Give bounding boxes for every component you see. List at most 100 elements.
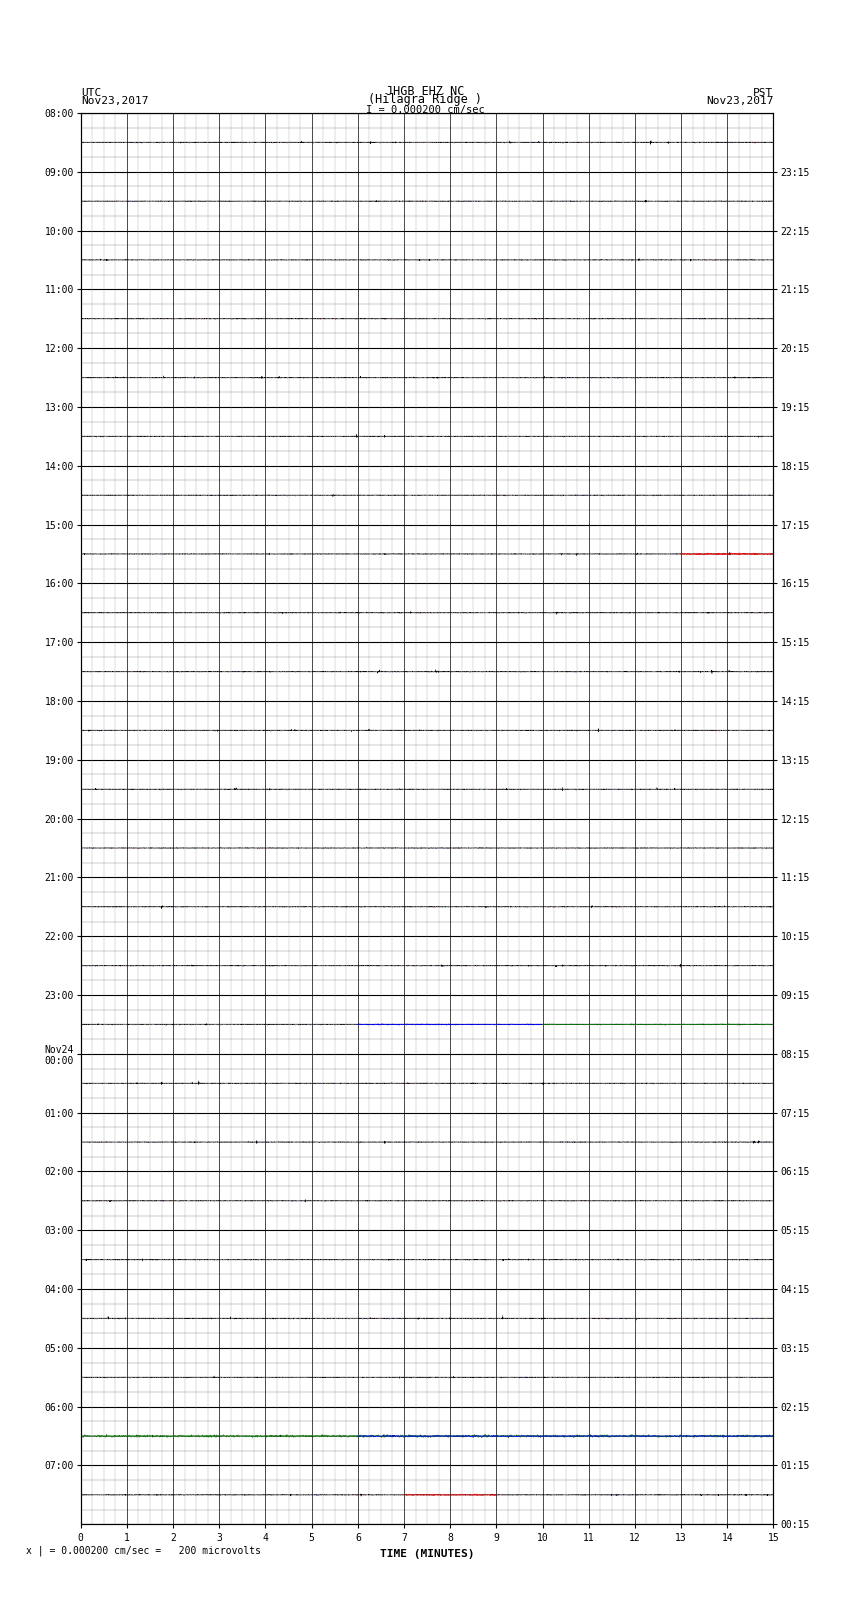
Point <box>368 423 382 448</box>
Point <box>127 836 140 861</box>
Point <box>230 1482 243 1508</box>
Point <box>422 1482 435 1508</box>
Point <box>505 365 518 390</box>
Point <box>706 424 719 450</box>
Point <box>626 365 639 390</box>
Point <box>371 482 384 508</box>
Point <box>529 1129 542 1155</box>
Point <box>192 776 206 802</box>
Point <box>201 1482 214 1508</box>
Point <box>711 423 724 448</box>
Point <box>726 953 740 979</box>
Point <box>302 423 315 448</box>
Point <box>382 1307 396 1332</box>
Point <box>312 1247 326 1273</box>
Point <box>146 247 160 273</box>
Point <box>706 1365 719 1390</box>
Point <box>733 424 746 450</box>
Point <box>167 1187 180 1213</box>
Point <box>179 1305 193 1331</box>
Point <box>500 1187 513 1213</box>
Point <box>359 247 372 273</box>
Point <box>89 1129 103 1155</box>
Point <box>514 718 528 744</box>
Point <box>288 482 302 508</box>
Point <box>626 600 640 626</box>
Point <box>740 424 754 450</box>
Point <box>705 894 718 919</box>
Point <box>672 189 686 215</box>
Point <box>573 894 586 919</box>
Point <box>514 542 528 568</box>
Point <box>88 953 102 979</box>
Point <box>346 1189 360 1215</box>
Point <box>239 1069 252 1095</box>
Point <box>718 953 732 979</box>
Point <box>609 894 623 919</box>
Point <box>372 189 386 215</box>
Point <box>181 1482 195 1508</box>
Point <box>722 836 735 861</box>
Point <box>751 129 765 155</box>
Point <box>394 836 407 861</box>
Point <box>607 1187 620 1213</box>
Point <box>254 836 268 861</box>
Point <box>554 365 568 390</box>
Point <box>275 718 289 744</box>
Point <box>338 1423 352 1448</box>
Point <box>252 1482 266 1508</box>
Point <box>120 1071 133 1097</box>
Point <box>76 600 90 626</box>
Point <box>133 306 147 332</box>
Point <box>426 1187 439 1213</box>
Point <box>259 1129 273 1155</box>
Point <box>501 189 514 215</box>
Point <box>749 1424 762 1450</box>
Point <box>532 305 546 331</box>
Point <box>218 1129 232 1155</box>
Point <box>519 1305 533 1331</box>
Point <box>522 952 536 977</box>
Point <box>482 482 496 508</box>
Point <box>508 658 522 684</box>
Point <box>637 836 650 861</box>
Point <box>525 424 539 450</box>
Point <box>300 129 314 155</box>
Point <box>102 1071 116 1097</box>
Point <box>459 600 473 626</box>
Point <box>439 894 452 919</box>
Point <box>549 836 563 861</box>
Point <box>518 894 532 919</box>
Point <box>83 660 97 686</box>
Point <box>728 305 742 331</box>
Point <box>227 129 241 155</box>
Point <box>560 658 574 684</box>
Point <box>499 306 513 332</box>
Point <box>351 776 365 802</box>
Point <box>400 1305 413 1331</box>
Point <box>707 1129 721 1155</box>
Point <box>699 1305 712 1331</box>
Point <box>544 1482 558 1508</box>
Point <box>519 1011 533 1037</box>
Point <box>578 1305 592 1331</box>
Point <box>145 953 159 979</box>
Point <box>555 1129 569 1155</box>
Point <box>639 1011 653 1037</box>
Point <box>391 1011 405 1037</box>
Point <box>162 658 175 684</box>
Point <box>625 658 638 684</box>
Point <box>601 542 615 568</box>
Point <box>189 718 202 744</box>
Point <box>366 1482 379 1508</box>
Point <box>471 1365 484 1390</box>
Point <box>218 600 231 626</box>
Point <box>480 306 494 332</box>
Point <box>740 1069 754 1095</box>
Point <box>306 129 320 155</box>
Point <box>592 658 605 684</box>
Point <box>408 1011 422 1037</box>
Point <box>616 247 630 273</box>
Point <box>712 1187 726 1213</box>
Point <box>276 247 290 273</box>
